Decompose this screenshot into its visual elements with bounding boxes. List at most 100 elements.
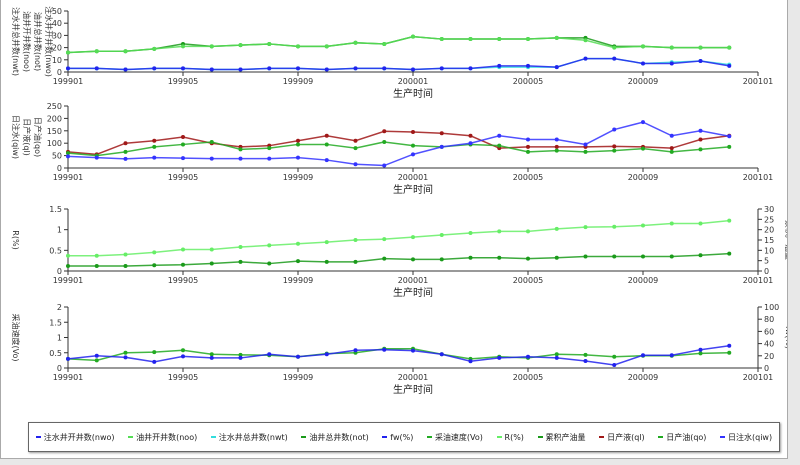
- data-point: [554, 148, 559, 153]
- y-tick-label: 150: [47, 127, 62, 136]
- x-tick-label: 200005: [513, 77, 544, 86]
- data-point: [209, 352, 214, 357]
- data-point: [66, 50, 70, 55]
- data-point: [468, 66, 473, 71]
- data-point: [353, 162, 358, 167]
- y-tick-label: 10: [52, 56, 62, 65]
- data-point: [94, 49, 99, 54]
- y-tick-label: 1: [57, 334, 62, 343]
- data-point: [353, 348, 358, 353]
- data-point: [324, 133, 329, 138]
- series-line: [67, 348, 730, 362]
- data-point: [267, 243, 272, 248]
- series-油井开井数(noo): [66, 34, 732, 55]
- data-point: [583, 254, 588, 259]
- legend-label: 累积产油量: [545, 432, 586, 442]
- legend-label: 日产液(ql): [607, 432, 645, 442]
- data-point: [612, 362, 617, 367]
- data-point: [583, 142, 588, 147]
- data-point: [669, 149, 674, 154]
- data-point: [669, 61, 674, 66]
- x-tick-label: 200101: [743, 276, 774, 285]
- data-point: [468, 141, 473, 146]
- x-tick-label: 200001: [398, 276, 429, 285]
- data-point: [296, 142, 300, 147]
- y-tick-label-right: 40: [764, 340, 774, 349]
- data-point: [612, 148, 617, 153]
- legend-item[interactable]: fw(%): [382, 433, 413, 442]
- y-tick-label-right: 20: [764, 226, 774, 235]
- data-point: [296, 66, 300, 71]
- x-tick-label: 199909: [283, 276, 314, 285]
- y-axis-title: 注水井总井数(nwt): [11, 7, 21, 76]
- data-point: [123, 141, 128, 146]
- legend-item[interactable]: 采油速度(Vo): [426, 432, 483, 443]
- chart-4: 199901 199905 199909 200001 200005 200009 2001…: [11, 303, 787, 396]
- y-tick-label: 250: [47, 102, 62, 111]
- y-tick-label: 2: [57, 303, 62, 312]
- legend-swatch: [496, 436, 502, 438]
- data-point: [439, 37, 444, 42]
- data-point: [727, 343, 732, 348]
- legend-swatch: [426, 436, 432, 438]
- data-point: [382, 256, 387, 261]
- data-point: [497, 355, 502, 360]
- data-point: [669, 353, 674, 358]
- data-point: [209, 67, 214, 72]
- data-point: [583, 56, 588, 61]
- y-axis-title: 油井总井数(not): [33, 12, 43, 71]
- x-tick-label: 199905: [168, 373, 199, 382]
- data-point: [698, 137, 703, 142]
- legend-swatch: [599, 436, 605, 438]
- legend-swatch: [658, 436, 664, 438]
- x-tick-label: 199909: [283, 373, 314, 382]
- data-point: [123, 264, 128, 269]
- data-point: [727, 350, 732, 355]
- legend-item[interactable]: 油井开井数(noo): [128, 432, 197, 443]
- series-日产油(qo): [66, 139, 732, 158]
- data-point: [94, 66, 99, 71]
- data-point: [238, 355, 243, 360]
- data-point: [238, 352, 243, 357]
- legend-item[interactable]: 注水井总井数(nwt): [210, 432, 288, 443]
- legend-item[interactable]: 注水井开井数(nwo): [35, 432, 115, 443]
- legend-label: 日注水(qiw): [728, 432, 773, 442]
- y-tick-label-right: 15: [764, 236, 774, 245]
- data-point: [583, 38, 588, 43]
- x-axis-title: 生产时间: [393, 383, 433, 396]
- data-point: [324, 44, 329, 49]
- data-point: [411, 130, 415, 135]
- x-tick-label: 200005: [513, 276, 544, 285]
- x-tick-label: 200009: [628, 373, 659, 382]
- x-tick-label: 199901: [53, 276, 84, 285]
- data-point: [641, 146, 645, 151]
- x-tick-label: 199901: [53, 173, 84, 182]
- series-日产液(ql): [66, 129, 732, 157]
- legend-item[interactable]: 日产油(qo): [658, 432, 706, 443]
- legend-item[interactable]: 日产液(ql): [599, 432, 645, 443]
- legend-item[interactable]: 累积产油量: [537, 432, 586, 443]
- legend-swatch: [301, 436, 307, 438]
- data-point: [324, 158, 329, 163]
- y-tick-label-right: 60: [764, 327, 774, 336]
- data-point: [554, 137, 559, 142]
- data-point: [209, 44, 214, 49]
- y-tick-label: 0: [57, 68, 62, 77]
- data-point: [94, 155, 99, 160]
- y-tick-label-right: 20: [764, 352, 774, 361]
- y-axis-title-right: fw(%): [784, 326, 787, 349]
- data-point: [612, 354, 617, 359]
- data-point: [152, 138, 157, 143]
- data-point: [123, 350, 128, 355]
- x-tick-label: 200101: [743, 173, 774, 182]
- data-point: [66, 264, 70, 269]
- series-line: [67, 130, 730, 156]
- legend-item[interactable]: 日注水(qiw): [720, 432, 772, 443]
- data-point: [554, 355, 559, 360]
- legend-item[interactable]: 油井总井数(not): [301, 432, 369, 443]
- data-point: [152, 350, 157, 355]
- x-axis-title: 生产时间: [393, 183, 433, 196]
- legend-item[interactable]: R(%): [496, 433, 524, 442]
- data-point: [554, 35, 559, 40]
- x-tick-label: 199905: [168, 77, 199, 86]
